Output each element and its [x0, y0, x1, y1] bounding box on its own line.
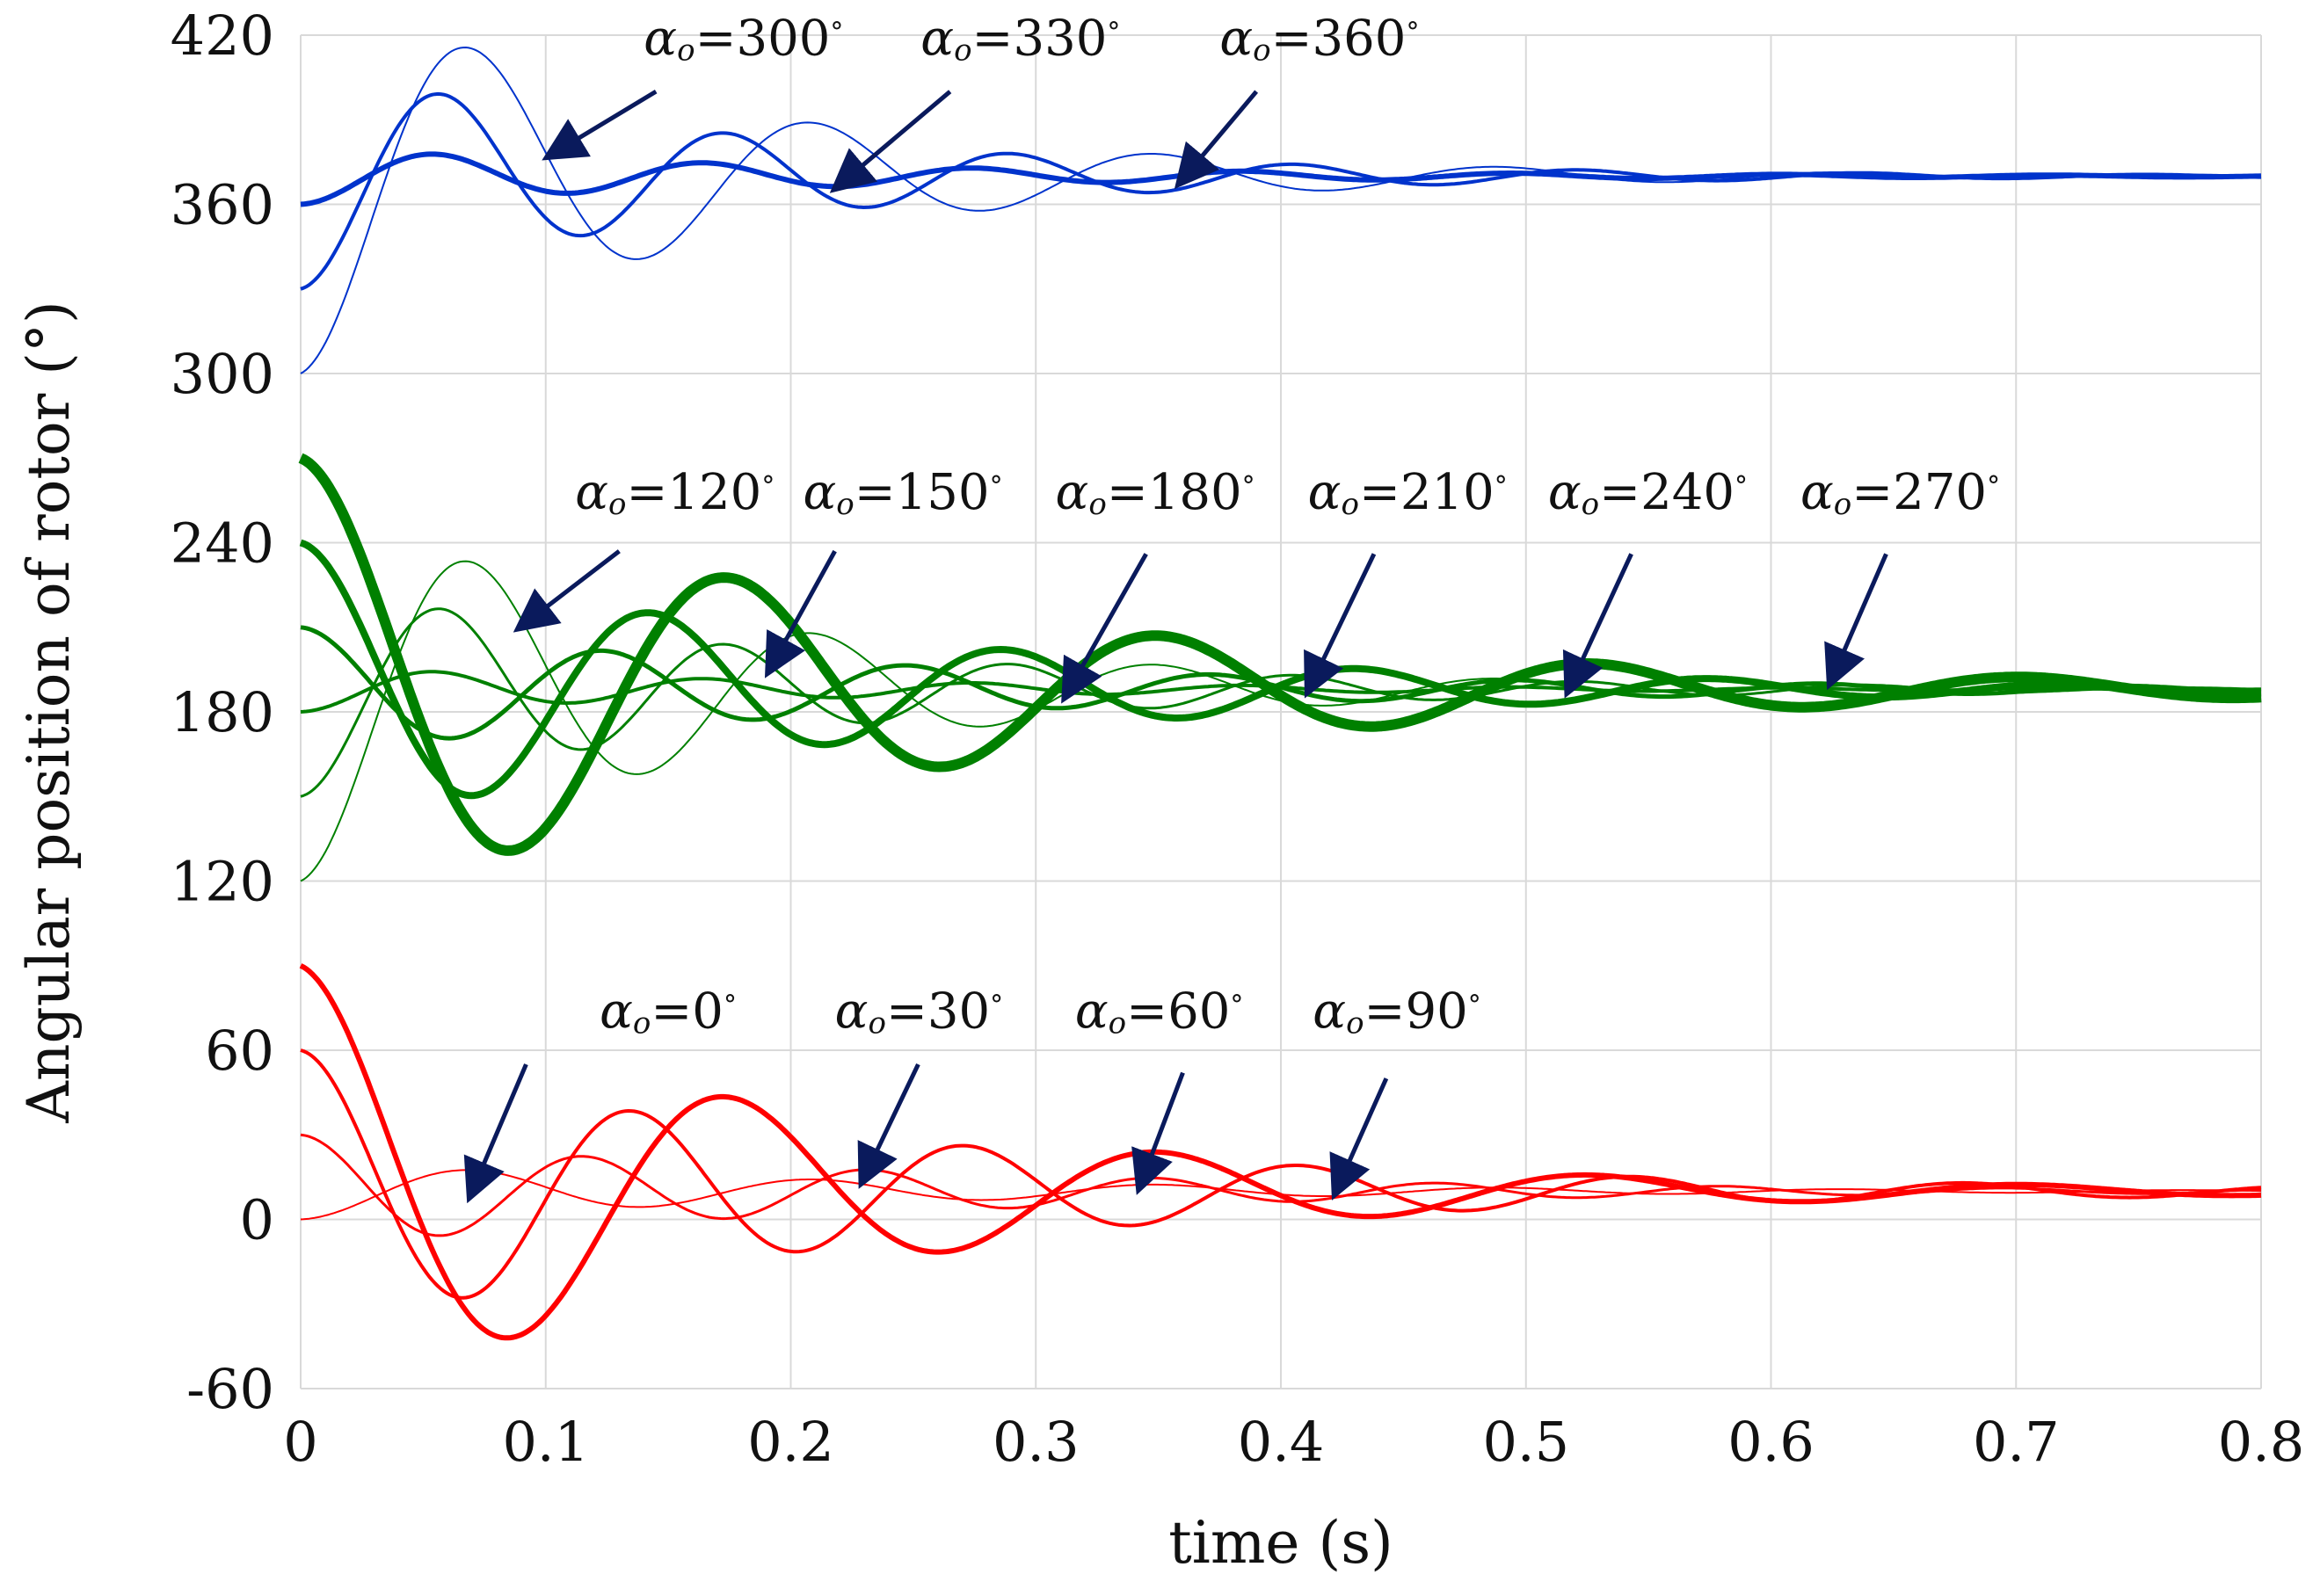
y-axis-title: Angular position of rotor (°)	[15, 301, 83, 1123]
x-tick-label: 0.1	[502, 1410, 589, 1474]
y-tick-label: -60	[186, 1357, 274, 1421]
y-tick-label: 120	[171, 850, 274, 914]
annotation-arrow	[1131, 1071, 1185, 1195]
series-line	[299, 539, 2262, 800]
y-tick-label: 360	[171, 173, 274, 237]
y-tick-label: 420	[171, 4, 274, 68]
series-line	[299, 963, 2262, 1341]
annotation-arrow	[1174, 90, 1259, 190]
annotation-arrow	[829, 90, 952, 193]
annotation-label: αo=270°	[1800, 464, 2000, 522]
annotation-label: αo=0°	[600, 983, 737, 1041]
annotation-arrow	[1562, 553, 1633, 699]
series-line	[300, 1048, 2262, 1300]
annotation-arrow	[1329, 1077, 1389, 1201]
annotation-arrow	[764, 549, 837, 678]
annotation-arrow	[463, 1063, 528, 1204]
annotation-label: αo=330°	[920, 10, 1120, 68]
y-tick-label: 180	[171, 680, 274, 744]
grid	[300, 34, 2262, 1389]
annotation-label: αo=180°	[1056, 464, 1255, 522]
axis-ticks: 0 0.1 0.2 0.3 0.4 0.5 0.6 0.7 0.8-60060120180240…	[171, 4, 2305, 1474]
annotation-label: αo=30°	[835, 983, 1004, 1041]
annotation-arrow	[513, 549, 621, 633]
annotation-label: αo=150°	[803, 464, 1002, 522]
y-tick-label: 0	[240, 1188, 274, 1252]
annotation-label: αo=210°	[1308, 464, 1508, 522]
x-tick-label: 0.6	[1727, 1410, 1815, 1474]
annotation-arrow	[857, 1063, 920, 1189]
y-tick-label: 240	[171, 511, 274, 576]
annotation-arrow	[1824, 553, 1888, 691]
annotations: αo=300° αo=330° αo=360° αo=120° αo=150° αo=18…	[463, 10, 2000, 1204]
x-tick-label: 0.8	[2218, 1410, 2305, 1474]
x-tick-label: 0	[283, 1410, 317, 1474]
x-tick-label: 0.3	[993, 1410, 1080, 1474]
y-tick-label: 60	[205, 1019, 274, 1083]
annotation-arrow	[1061, 553, 1148, 704]
x-tick-label: 0.7	[1973, 1410, 2060, 1474]
plot-area	[298, 47, 2264, 1341]
annotation-label: αo=360°	[1219, 10, 1419, 68]
annotation-label: αo=120°	[575, 464, 775, 522]
y-tick-label: 300	[171, 342, 274, 406]
x-tick-label: 0.5	[1482, 1410, 1569, 1474]
x-tick-label: 0.2	[747, 1410, 834, 1474]
annotation-arrow	[1304, 553, 1377, 699]
x-axis-title: time (s)	[1168, 1509, 1393, 1577]
annotation-label: αo=90°	[1313, 983, 1481, 1041]
annotation-label: αo=300°	[644, 10, 843, 68]
series-line	[300, 151, 2262, 207]
annotation-label: αo=240°	[1548, 464, 1748, 522]
series-line	[298, 453, 2264, 856]
x-tick-label: 0.4	[1238, 1410, 1325, 1474]
annotation-arrow	[542, 90, 658, 161]
annotation-label: αo=60°	[1075, 983, 1244, 1041]
